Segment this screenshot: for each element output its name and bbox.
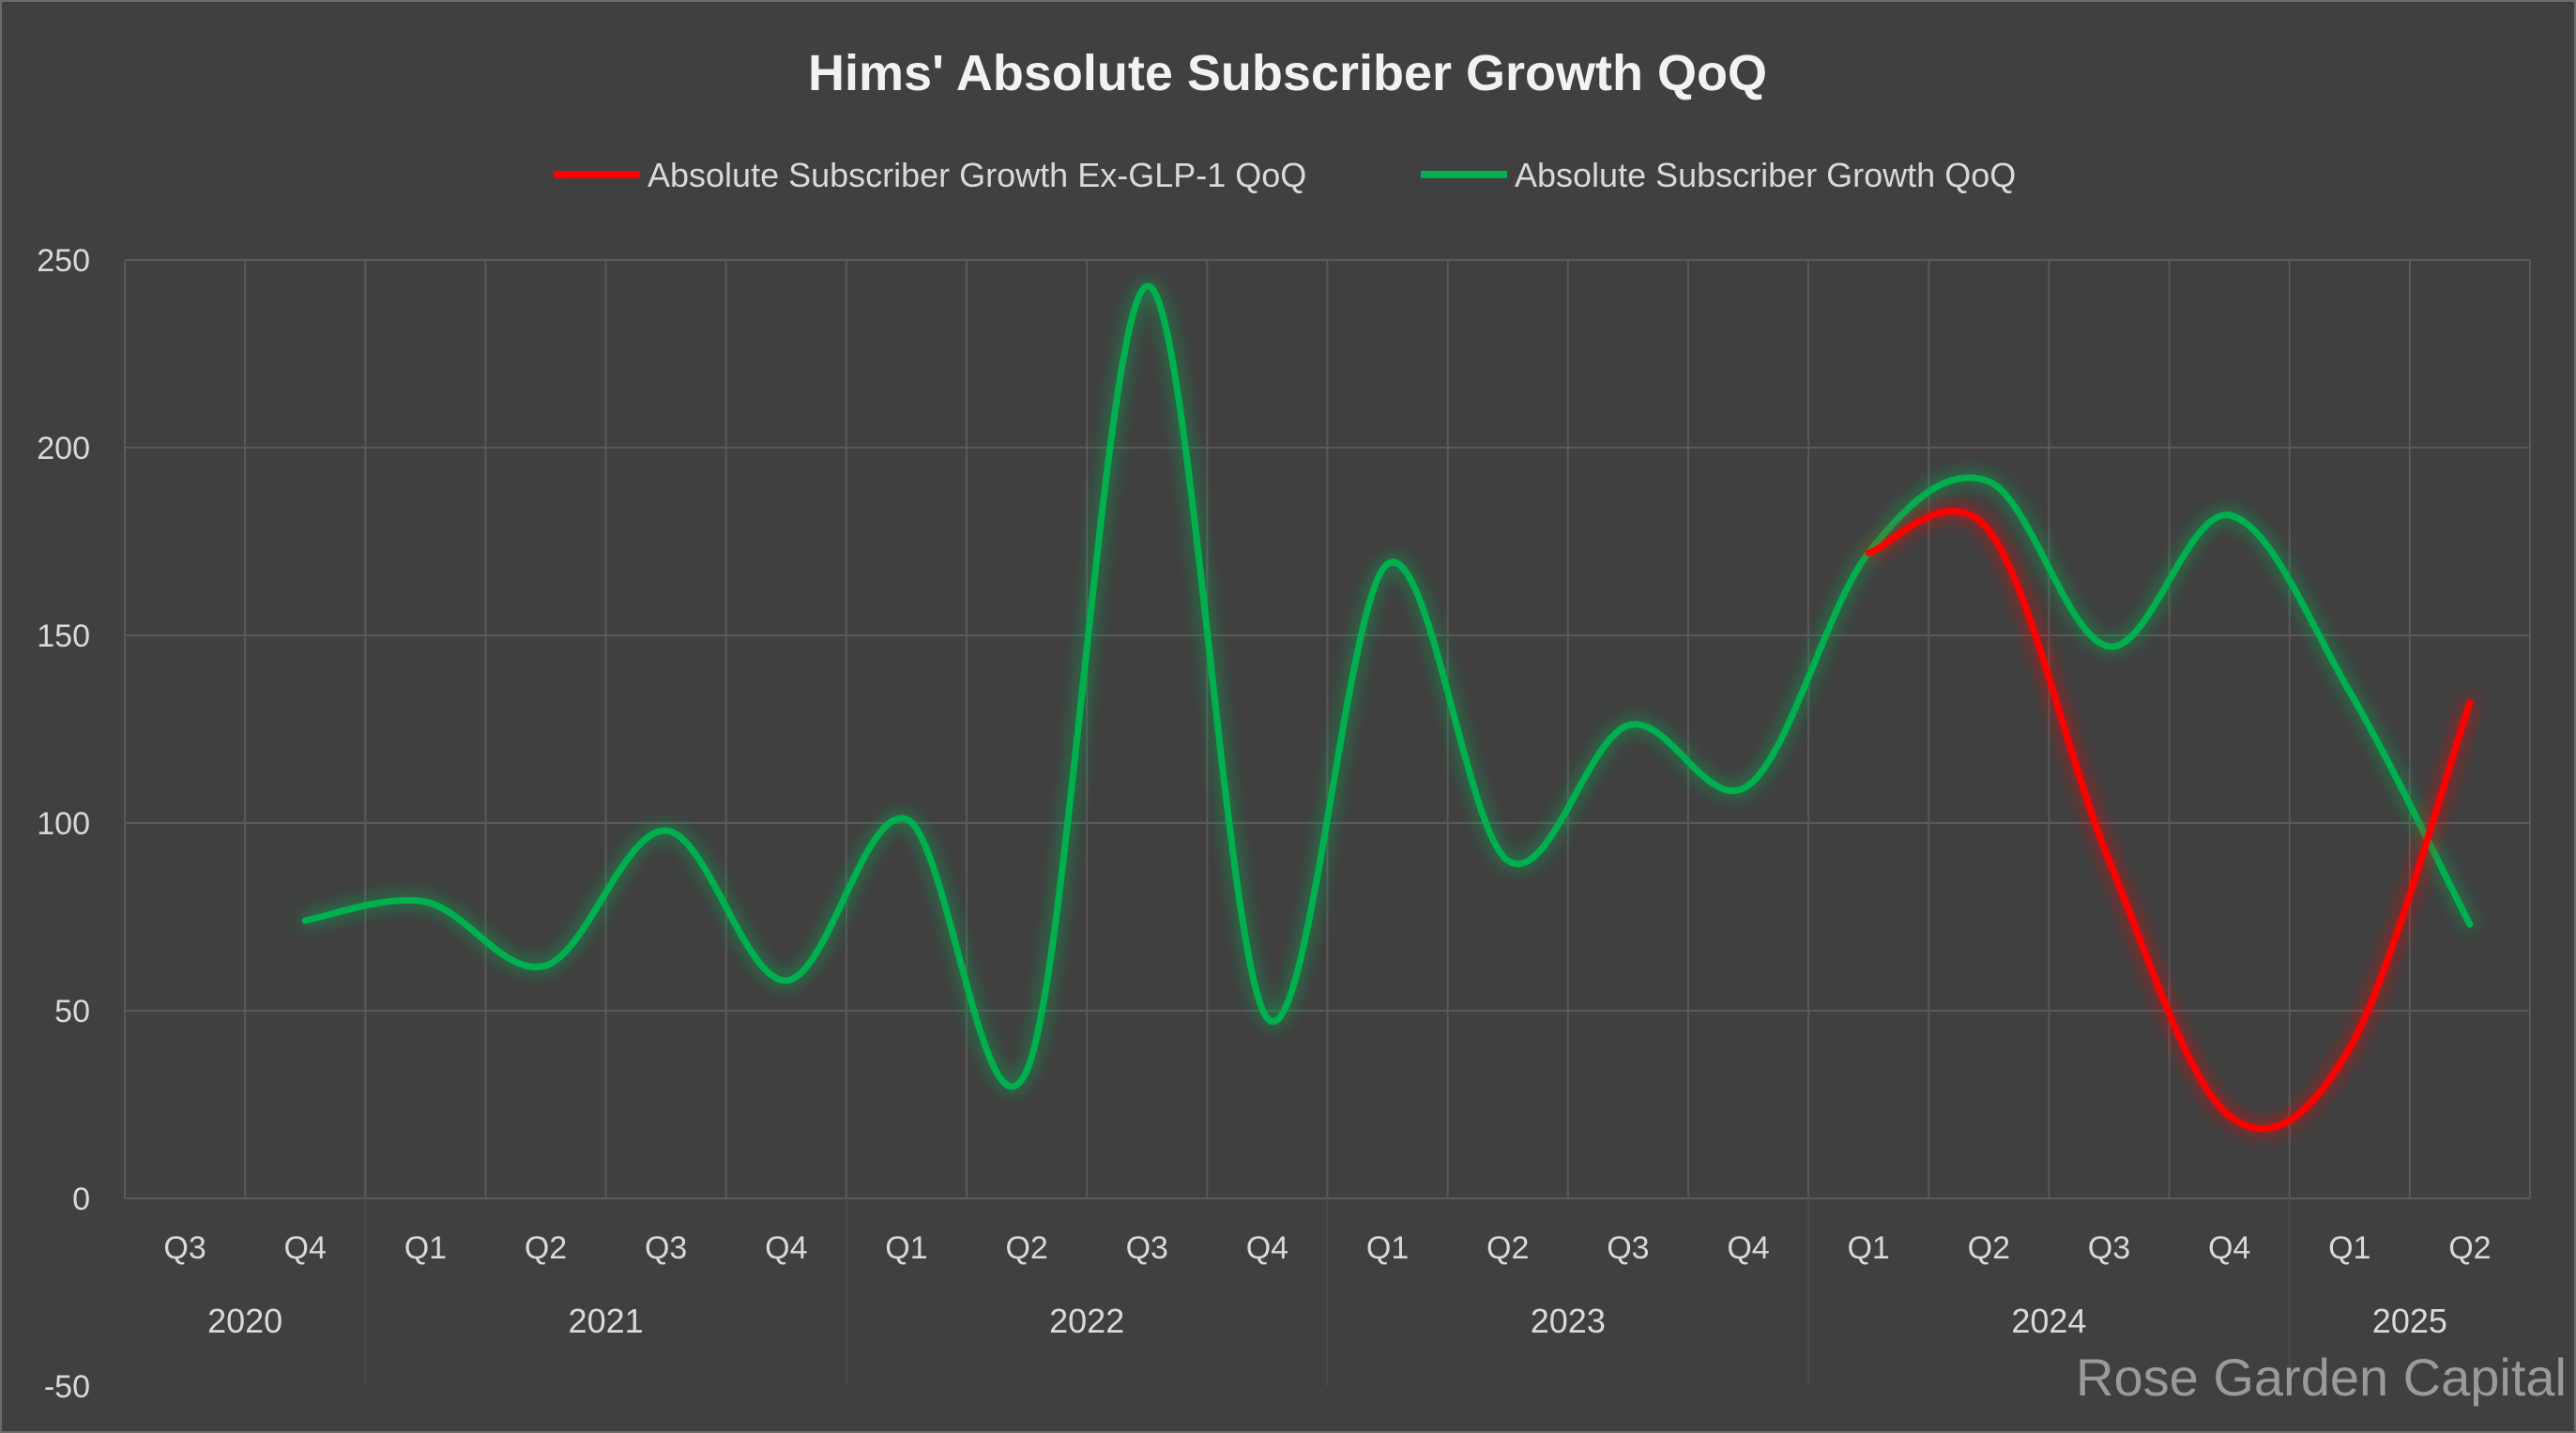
- y-tick-label: 250: [37, 243, 90, 279]
- x-tick-label: Q4: [284, 1230, 327, 1266]
- gridlines: [124, 259, 2531, 1386]
- point-total: [422, 899, 429, 905]
- point-ex-glp1: [2346, 1045, 2353, 1051]
- x-tick-label: Q4: [1246, 1230, 1288, 1266]
- year-label: 2022: [1049, 1302, 1124, 1340]
- x-tick-label: Q4: [2208, 1230, 2250, 1266]
- point-total: [1745, 783, 1752, 788]
- legend-label-total: Absolute Subscriber Growth QoQ: [1515, 156, 2016, 194]
- y-tick-label: 100: [37, 806, 90, 842]
- point-total: [663, 828, 669, 833]
- point-total: [302, 918, 309, 923]
- legend: Absolute Subscriber Growth Ex-GLP-1 QoQ …: [554, 156, 2016, 194]
- year-label: 2021: [569, 1302, 644, 1340]
- y-tick-label: 150: [37, 618, 90, 654]
- x-tick-label: Q4: [765, 1230, 807, 1266]
- y-tick-label: 200: [37, 431, 90, 466]
- year-label: 2024: [2011, 1302, 2086, 1340]
- point-total: [903, 816, 909, 822]
- point-total: [2346, 689, 2353, 694]
- x-tick-label: Q3: [1126, 1230, 1168, 1266]
- x-tick-label: Q2: [525, 1230, 567, 1266]
- x-tick-label: Q1: [2328, 1230, 2370, 1266]
- point-total: [2466, 922, 2473, 927]
- x-tick-label: Q3: [1607, 1230, 1649, 1266]
- y-tick-label: 0: [72, 1181, 90, 1217]
- x-tick-label: Q2: [1486, 1230, 1529, 1266]
- x-tick-label: Q1: [404, 1230, 447, 1266]
- point-total: [1986, 479, 1992, 484]
- chart-title: Hims' Absolute Subscriber Growth QoQ: [808, 45, 1767, 101]
- x-tick-label: Q2: [1968, 1230, 2010, 1266]
- series-line-total: [301, 282, 2474, 1090]
- point-total: [1384, 561, 1391, 567]
- point-total: [2226, 512, 2233, 518]
- point-total: [2106, 644, 2112, 649]
- series-lines: [301, 282, 2474, 1133]
- x-tick-label: Q2: [1005, 1230, 1047, 1266]
- x-tick-label: Q3: [163, 1230, 206, 1266]
- point-total: [1624, 723, 1631, 728]
- year-label: 2023: [1531, 1302, 1606, 1340]
- point-ex-glp1: [2106, 858, 2112, 863]
- x-tick-label: Q1: [885, 1230, 927, 1266]
- x-tick-label: Q3: [2088, 1230, 2130, 1266]
- x-axis-ticks: Q3 Q4 Q1 Q2 Q3 Q4 Q1 Q2 Q3 Q4 Q1 Q2 Q3 Q4 Q1 Q2 Q3 Q4 Q1 Q2: [163, 1230, 2491, 1266]
- point-total: [1144, 283, 1151, 289]
- x-tick-label: Q2: [2448, 1230, 2491, 1266]
- year-label: 2025: [2372, 1302, 2447, 1340]
- year-label: 2020: [207, 1302, 282, 1340]
- point-ex-glp1: [1866, 550, 1872, 556]
- point-total: [1264, 1015, 1271, 1021]
- point-ex-glp1: [2466, 700, 2473, 706]
- point-total: [783, 978, 789, 983]
- watermark: Rose Garden Capital: [2076, 1348, 2567, 1407]
- x-tick-label: Q3: [645, 1230, 687, 1266]
- point-total: [542, 963, 549, 968]
- point-total: [1024, 1068, 1030, 1074]
- x-tick-label: Q1: [1366, 1230, 1409, 1266]
- y-tick-label: -50: [44, 1369, 90, 1405]
- x-axis-years: 2020 2021 2022 2023 2024 2025: [207, 1302, 2447, 1340]
- point-ex-glp1: [2226, 1113, 2233, 1119]
- point-ex-glp1: [1986, 527, 1992, 533]
- y-tick-label: 50: [54, 994, 90, 1029]
- x-tick-label: Q1: [1847, 1230, 1889, 1266]
- legend-label-ex-glp1: Absolute Subscriber Growth Ex-GLP-1 QoQ: [648, 156, 1306, 194]
- point-total: [1504, 858, 1511, 863]
- x-tick-label: Q4: [1727, 1230, 1769, 1266]
- y-axis-ticks: -50 0 50 100 150 200 250: [37, 243, 90, 1405]
